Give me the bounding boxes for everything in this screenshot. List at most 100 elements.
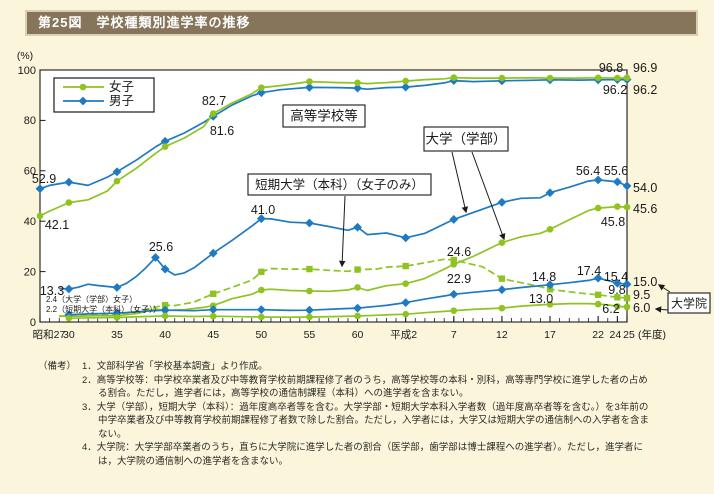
series-marker-grad_male [112, 308, 122, 318]
x-tick-label: 35 [111, 329, 123, 341]
y-tick-label: 20 [24, 266, 36, 278]
series-marker-univ_female [623, 203, 631, 211]
data-label: 15.4 [604, 270, 628, 284]
series-marker-univ_male [622, 181, 632, 191]
category-box-label: 大学院 [671, 296, 707, 311]
category-box [423, 126, 509, 152]
data-label: 6.0 [633, 301, 650, 315]
series-marker-jc_female [498, 275, 506, 282]
data-label: 96.2 [633, 83, 657, 97]
figure-title: 第25図 学校種類別進学率の推移 [38, 15, 251, 30]
note-item: 1．文部科学省「学校基本調査」より作成。 [82, 361, 268, 372]
series-marker-grad_female [113, 314, 121, 321]
series-marker-grad_male [497, 285, 507, 295]
series-marker-univ_male [112, 283, 122, 292]
series-marker-univ_male [151, 253, 160, 262]
chart-area: 0 20 40 60 80 100 (%) 昭和27 30 35 40 45 50 55 60 平成2 7 12 1… [0, 45, 714, 357]
series-marker-univ_female [402, 280, 409, 287]
series-marker-jc_female [306, 265, 313, 273]
series-marker-hs_female [450, 74, 458, 81]
legend-marker-male [78, 96, 88, 106]
series-marker-hs_male [64, 177, 74, 187]
category-box [667, 292, 711, 314]
series-marker-univ_female [614, 203, 621, 210]
series-marker-grad_male [593, 273, 603, 283]
data-label: 54.0 [633, 181, 657, 195]
y-tick-label: 0 [30, 317, 36, 329]
legend-label-female: 女子 [109, 79, 134, 94]
category-box [282, 104, 366, 128]
data-label: 24.6 [447, 245, 471, 259]
x-tick-label: 22 [592, 329, 604, 341]
series-marker-univ_female [258, 286, 265, 294]
series-marker-univ_female [498, 239, 506, 246]
series-marker-grad_female [450, 307, 458, 314]
x-tick-label: 12 [496, 329, 508, 341]
series-marker-jc_female [402, 262, 409, 270]
series-marker-grad_male [208, 305, 218, 315]
x-tick-label: 平成2 [390, 329, 417, 341]
y-tick-label: 80 [24, 115, 36, 127]
series-marker-jc_female [450, 256, 457, 264]
data-label: 45.6 [633, 202, 657, 216]
series-marker-univ_female [354, 284, 361, 291]
series-marker-hs_female [354, 79, 361, 87]
data-label: 41.0 [251, 203, 275, 217]
series-marker-hs_female [209, 110, 217, 117]
series-marker-grad_female [354, 312, 361, 320]
legend-marker-female [79, 83, 87, 91]
series-marker-hs_female [546, 74, 554, 82]
series-marker-univ_male [305, 218, 314, 228]
series-marker-grad_female [258, 313, 265, 321]
series-marker-jc_female [258, 268, 265, 276]
series-marker-grad_female [161, 312, 169, 320]
series-marker-hs_male [160, 136, 170, 146]
y-tick-label: 40 [24, 216, 36, 228]
series-marker-univ_male [545, 188, 555, 198]
series-marker-hs_male [353, 83, 362, 93]
series-marker-univ_male [612, 177, 622, 187]
series-marker-hs_female [306, 78, 313, 85]
series-marker-jc_female [546, 286, 554, 293]
data-label: 82.7 [202, 94, 226, 108]
data-label: 55.6 [604, 164, 628, 178]
series-marker-grad_male [305, 305, 314, 315]
y-tick-label: 100 [18, 65, 36, 77]
series-marker-grad_female [546, 301, 554, 308]
series-marker-hs_female [65, 199, 73, 206]
series-marker-grad_male [160, 305, 170, 315]
series-marker-univ_male [497, 197, 507, 207]
x-tick-label: 7 [451, 329, 457, 341]
data-label: 13.3 [40, 284, 64, 298]
data-label: 13.0 [529, 292, 553, 306]
leader-arrow [451, 151, 468, 214]
series-marker-grad_female [306, 313, 313, 321]
legend-box [53, 77, 155, 113]
series-marker-grad_female [209, 312, 217, 320]
series-marker-grad_female [402, 310, 409, 318]
category-box-label: 高等学校等 [290, 108, 358, 124]
series-marker-hs_male [401, 82, 411, 92]
x-tick-label: 25 [623, 329, 635, 341]
series-marker-univ_male [401, 233, 411, 243]
series-marker-univ_female [546, 225, 554, 233]
series-marker-hs_female [623, 74, 631, 82]
series-marker-univ_male [593, 175, 603, 185]
figure-title-bar: 第25図 学校種類別進学率の推移 [25, 10, 698, 36]
category-box-label: 短期大学（本科）（女子のみ） [255, 177, 424, 192]
notes-heading: （備考） [38, 361, 77, 372]
x-tick-label: 24 [610, 329, 622, 341]
series-marker-grad_male [612, 278, 622, 288]
series-marker-univ_male [208, 248, 218, 258]
series-marker-univ_female [306, 287, 313, 295]
leader-arrow [471, 151, 506, 241]
leader-arrow [657, 284, 671, 293]
x-axis-unit: (年度) [638, 328, 666, 341]
x-tick-label: 40 [159, 329, 171, 341]
series-marker-jc_female [614, 294, 621, 301]
data-label: 96.2 [603, 83, 627, 97]
data-label: 42.1 [45, 218, 69, 232]
category-box-label: 大学（学部） [426, 132, 507, 147]
data-label: 96.9 [633, 61, 657, 75]
